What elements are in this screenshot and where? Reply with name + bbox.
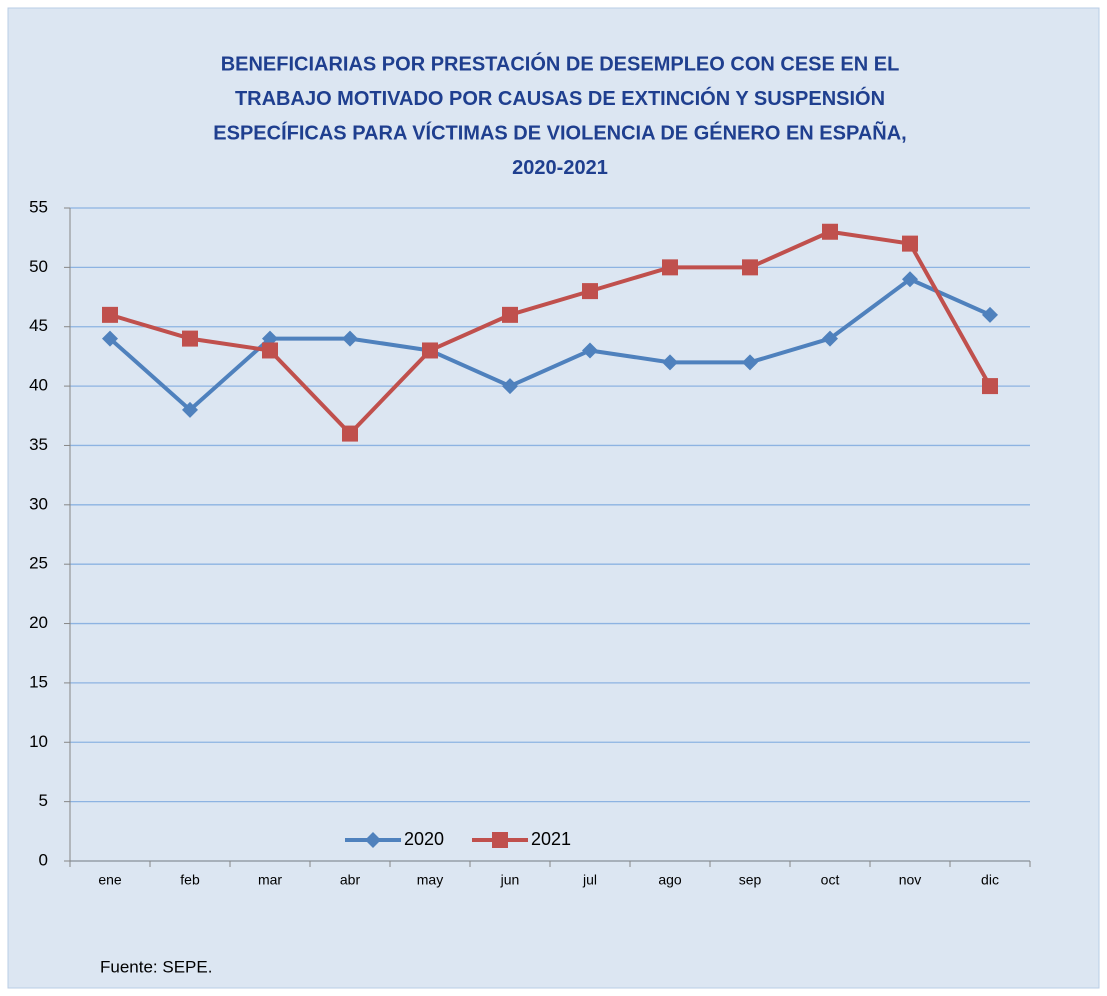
x-tick-label: abr	[340, 872, 361, 888]
marker	[502, 306, 518, 323]
marker	[182, 330, 198, 347]
marker	[102, 306, 118, 323]
chart-title: TRABAJO MOTIVADO POR CAUSAS DE EXTINCIÓN…	[235, 86, 885, 110]
x-tick-label: jun	[500, 872, 520, 888]
marker	[502, 378, 518, 395]
y-tick-label: 10	[29, 732, 48, 751]
y-tick-label: 15	[29, 672, 48, 691]
marker	[342, 330, 358, 347]
marker	[742, 354, 758, 371]
y-tick-label: 30	[29, 494, 48, 513]
y-tick-label: 35	[29, 435, 48, 454]
marker	[822, 330, 838, 347]
marker	[982, 378, 998, 395]
chart-title: ESPECÍFICAS PARA VÍCTIMAS DE VIOLENCIA D…	[213, 121, 906, 144]
marker	[365, 832, 381, 848]
x-tick-label: feb	[180, 872, 200, 888]
marker	[582, 283, 598, 300]
x-tick-label: sep	[739, 872, 762, 888]
y-tick-label: 20	[29, 613, 48, 632]
y-tick-label: 45	[29, 316, 48, 335]
y-tick-label: 50	[29, 257, 48, 276]
y-tick-label: 25	[29, 554, 48, 573]
marker	[582, 342, 598, 359]
chart-background	[7, 7, 1100, 989]
x-tick-label: dic	[981, 872, 999, 888]
source: Fuente: SEPE.	[100, 957, 212, 976]
marker	[902, 235, 918, 252]
marker	[102, 330, 118, 347]
marker	[742, 259, 758, 276]
marker	[822, 223, 838, 240]
marker	[902, 271, 918, 288]
x-tick-label: mar	[258, 872, 282, 888]
chart-title: BENEFICIARIAS POR PRESTACIÓN DE DESEMPLE…	[221, 51, 900, 75]
marker	[182, 401, 198, 418]
marker	[982, 306, 998, 323]
y-tick-label: 5	[39, 791, 48, 810]
x-tick-label: ago	[658, 872, 682, 888]
x-tick-label: jul	[582, 872, 597, 888]
y-tick-label: 55	[29, 197, 48, 216]
y-tick-label: 40	[29, 376, 48, 395]
marker	[422, 342, 438, 359]
chart-title: 2020-2021	[512, 157, 608, 179]
y-tick-label: 0	[39, 850, 48, 869]
marker	[342, 425, 358, 442]
x-tick-label: may	[417, 872, 443, 888]
marker	[492, 832, 508, 848]
series-line	[109, 229, 992, 436]
marker	[662, 354, 678, 371]
x-tick-label: oct	[821, 872, 840, 888]
marker	[262, 342, 278, 359]
legend-label: 2021	[531, 829, 571, 849]
legend-label: 2020	[404, 829, 444, 849]
marker	[662, 259, 678, 276]
x-tick-label: nov	[899, 872, 922, 888]
x-tick-label: ene	[98, 872, 122, 888]
